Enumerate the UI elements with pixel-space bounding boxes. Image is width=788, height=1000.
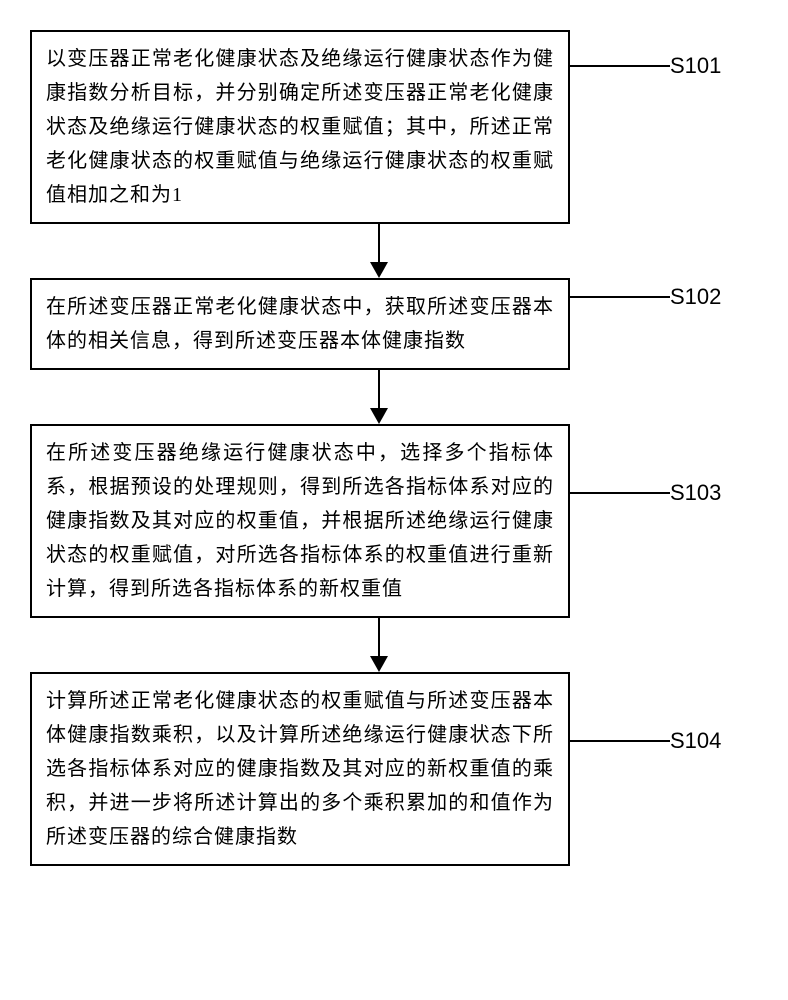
- leader-line: [570, 492, 670, 494]
- step-label: S101: [670, 53, 721, 79]
- leader-line: [570, 296, 670, 298]
- arrow-line: [378, 618, 380, 658]
- arrow-line: [378, 224, 380, 264]
- leader-line: [570, 65, 670, 67]
- arrow: [109, 370, 649, 424]
- step-label: S104: [670, 728, 721, 754]
- step-label: S102: [670, 284, 721, 310]
- step-label: S103: [670, 480, 721, 506]
- arrow-line: [378, 370, 380, 410]
- arrow-head-icon: [370, 656, 388, 672]
- arrow: [109, 224, 649, 278]
- step-box: 在所述变压器正常老化健康状态中，获取所述变压器本体的相关信息，得到所述变压器本体…: [30, 278, 570, 370]
- step-box: 在所述变压器绝缘运行健康状态中，选择多个指标体系，根据预设的处理规则，得到所选各…: [30, 424, 570, 618]
- step-row: 在所述变压器绝缘运行健康状态中，选择多个指标体系，根据预设的处理规则，得到所选各…: [30, 424, 728, 618]
- arrow: [109, 618, 649, 672]
- step-box: 以变压器正常老化健康状态及绝缘运行健康状态作为健康指数分析目标，并分别确定所述变…: [30, 30, 570, 224]
- flowchart-container: 以变压器正常老化健康状态及绝缘运行健康状态作为健康指数分析目标，并分别确定所述变…: [30, 30, 728, 866]
- step-row: 计算所述正常老化健康状态的权重赋值与所述变压器本体健康指数乘积，以及计算所述绝缘…: [30, 672, 728, 866]
- leader-line: [570, 740, 670, 742]
- step-row: 以变压器正常老化健康状态及绝缘运行健康状态作为健康指数分析目标，并分别确定所述变…: [30, 30, 728, 224]
- step-box: 计算所述正常老化健康状态的权重赋值与所述变压器本体健康指数乘积，以及计算所述绝缘…: [30, 672, 570, 866]
- step-row: 在所述变压器正常老化健康状态中，获取所述变压器本体的相关信息，得到所述变压器本体…: [30, 278, 728, 370]
- arrow-head-icon: [370, 262, 388, 278]
- arrow-head-icon: [370, 408, 388, 424]
